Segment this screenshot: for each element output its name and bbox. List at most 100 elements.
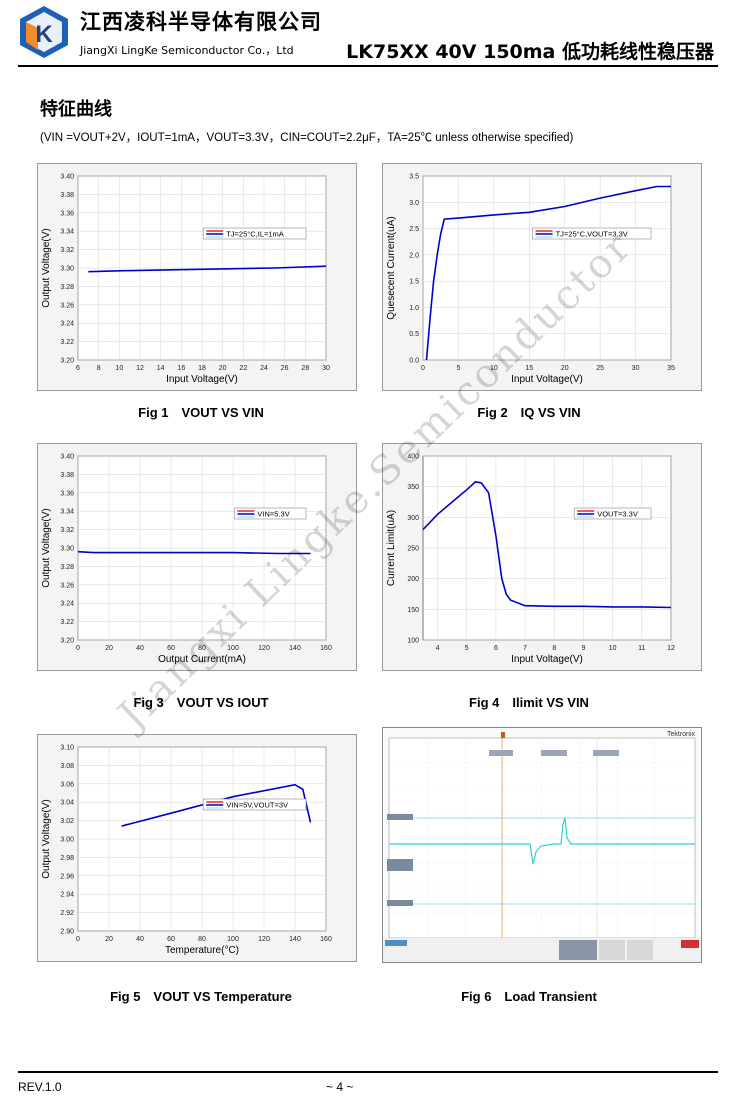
document-title: LK75XX 40V 150ma 低功耗线性稳压器 [346,41,714,63]
y-tick-label: 3.34 [60,229,74,236]
x-tick-label: 10 [115,365,123,372]
test-conditions: (VIN =VOUT+2V，IOUT=1mA，VOUT=3.3V，CIN=COU… [40,132,574,144]
y-tick-label: 2.0 [409,252,419,259]
chart-fig2: 0 5 10 15 20 25 30 35 0.0 0.5 1.0 1.5 2.0 2.5 3.0 3.5 In… [386,174,675,386]
y-tick-label: 3.06 [60,781,74,788]
x-axis-label: Temperature(°C) [165,945,239,956]
y-axis-label: Output Voltage(V) [41,799,52,879]
scope-trace [389,817,695,865]
x-axis-label: Input Voltage(V) [166,374,238,385]
company-logo: K [20,6,68,58]
x-tick-label: 35 [667,365,675,372]
y-tick-label: 400 [407,454,419,461]
x-tick-label: 20 [561,365,569,372]
oscilloscope-screen: Tektronix [383,731,701,962]
x-tick-label: 10 [609,645,617,652]
y-tick-label: 0.0 [409,358,419,365]
x-tick-label: 20 [219,365,227,372]
chart-panel-fig2: 0 5 10 15 20 25 30 35 0.0 0.5 1.0 1.5 2.0 2.5 3.0 3.5 In… [382,163,702,391]
chart-fig5: 0 20 40 60 80 100 120 140 160 2.90 2.92 2.94 2.96 2.9… [41,745,332,957]
y-tick-label: 3.20 [60,638,74,645]
revision: REV.1.0 [18,1080,62,1094]
y-tick-label: 3.02 [60,818,74,825]
x-tick-label: 0 [76,645,80,652]
x-tick-label: 26 [281,365,289,372]
y-tick-label: 2.92 [60,910,74,917]
chart-fig1: 6 8 10 12 14 16 18 20 22 24 26 28 30 3.20 3.22 3.24 3.26… [41,174,330,386]
y-tick-label: 3.26 [60,582,74,589]
y-tick-label: 3.08 [60,763,74,770]
legend-label: TJ=25°C,VOUT=3.3V [556,230,628,239]
x-tick-label: 25 [596,365,604,372]
x-tick-label: 100 [227,645,239,652]
y-tick-label: 3.10 [60,745,74,752]
y-tick-label: 3.36 [60,490,74,497]
y-tick-label: 3.30 [60,266,74,273]
y-tick-label: 3.22 [60,619,74,626]
chart-panel-fig3: 0 20 40 60 80 100 120 140 160 3.20 3.22 3.24 3.26 3.2… [37,443,357,671]
y-tick-label: 3.32 [60,247,74,254]
x-tick-label: 6 [76,365,80,372]
y-tick-label: 3.20 [60,358,74,365]
x-axis-label: Input Voltage(V) [511,374,583,385]
caption-fig2: Fig 2 IQ VS VIN [477,405,581,420]
y-axis-label: Output Voltage(V) [41,228,52,308]
y-tick-label: 2.5 [409,226,419,233]
y-tick-label: 3.04 [60,800,74,807]
y-tick-label: 3.30 [60,546,74,553]
y-tick-label: 3.28 [60,564,74,571]
legend-label: VOUT=3.3V [597,510,638,519]
x-tick-label: 15 [525,365,533,372]
y-tick-label: 3.32 [60,527,74,534]
y-tick-label: 3.24 [60,601,74,608]
legend-box [573,507,652,520]
x-tick-label: 30 [632,365,640,372]
y-tick-label: 3.26 [60,302,74,309]
x-tick-label: 9 [582,645,586,652]
scope-brand: Tektronix [667,731,696,738]
company-name-en: JiangXi LingKe Semiconductor Co.，Ltd [80,44,294,57]
series-line [77,550,311,555]
x-tick-label: 30 [322,365,330,372]
legend-box [234,507,307,520]
y-tick-label: 3.38 [60,192,74,199]
chart-fig3: 0 20 40 60 80 100 120 140 160 3.20 3.22 3.24 3.26 3.2… [41,454,332,666]
y-axis-label: Output Voltage(V) [41,508,52,588]
x-axis-label: Input Voltage(V) [511,654,583,665]
x-tick-label: 20 [105,645,113,652]
x-tick-label: 100 [227,936,239,943]
plot-area [422,175,672,361]
footer-rule [18,1071,718,1073]
x-tick-label: 40 [136,645,144,652]
x-tick-label: 6 [494,645,498,652]
x-tick-label: 120 [258,645,270,652]
y-axis-label: Quesecent Current(uA) [386,216,397,319]
y-tick-label: 2.98 [60,855,74,862]
x-tick-label: 12 [136,365,144,372]
x-tick-label: 10 [490,365,498,372]
x-tick-label: 5 [465,645,469,652]
y-tick-label: 3.38 [60,472,74,479]
y-tick-label: 3.40 [60,454,74,461]
y-tick-label: 2.90 [60,929,74,936]
series-line [88,265,327,273]
x-tick-label: 160 [320,936,332,943]
y-tick-label: 3.5 [409,174,419,181]
x-tick-label: 7 [523,645,527,652]
y-tick-label: 100 [407,638,419,645]
x-tick-label: 8 [97,365,101,372]
x-tick-label: 28 [301,365,309,372]
page-number: ~ 4 ~ [326,1080,354,1094]
x-tick-label: 0 [421,365,425,372]
company-name-cn: 江西凌科半导体有限公司 [80,10,322,34]
x-tick-label: 60 [167,645,175,652]
y-tick-label: 2.94 [60,892,74,899]
chart-panel-fig1: 6 8 10 12 14 16 18 20 22 24 26 28 30 3.20 3.22 3.24 3.26… [37,163,357,391]
x-tick-label: 40 [136,936,144,943]
legend-box [202,227,307,240]
x-tick-label: 12 [667,645,675,652]
y-tick-label: 0.5 [409,331,419,338]
y-tick-label: 3.22 [60,339,74,346]
section-title: 特征曲线 [40,99,112,120]
x-tick-label: 140 [289,645,301,652]
